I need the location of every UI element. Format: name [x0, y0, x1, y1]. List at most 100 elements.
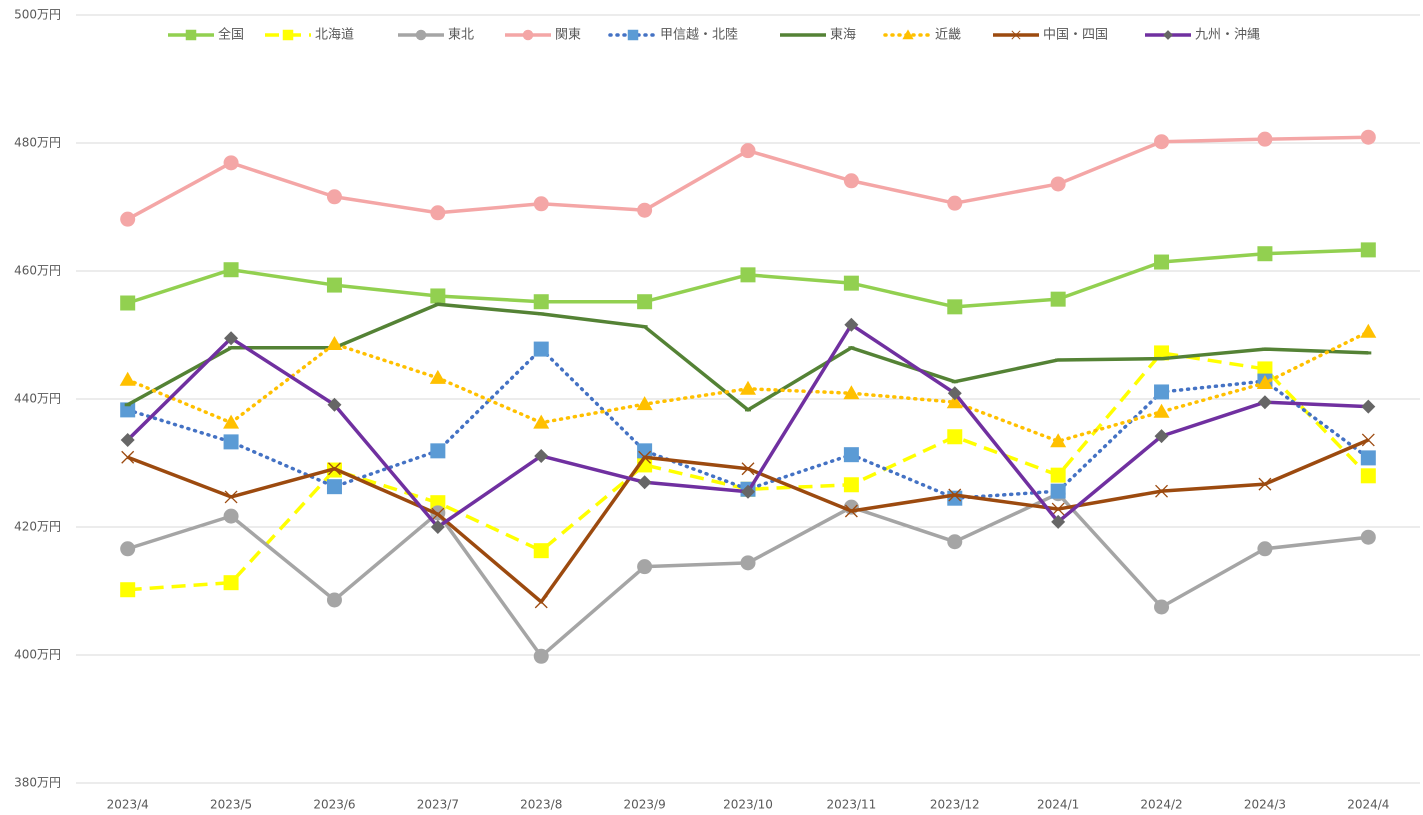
marker — [947, 534, 963, 550]
marker — [534, 595, 548, 609]
marker — [741, 462, 755, 476]
marker — [224, 490, 238, 504]
marker — [745, 408, 751, 412]
marker — [1050, 291, 1066, 307]
legend-marker — [282, 29, 294, 41]
marker — [843, 173, 859, 189]
marker — [533, 414, 550, 429]
series — [120, 341, 1376, 506]
marker — [843, 477, 859, 493]
legend-label: 北海道 — [315, 28, 354, 43]
x-tick-label: 2024/3 — [1244, 798, 1286, 812]
marker — [223, 434, 239, 450]
y-tick-label: 440万円 — [14, 392, 61, 406]
marker — [740, 555, 756, 571]
series — [119, 323, 1377, 448]
marker — [328, 462, 341, 476]
marker — [228, 346, 235, 350]
legend-entry: 中国・四国 — [993, 28, 1108, 43]
legend-marker — [902, 29, 914, 40]
marker — [843, 275, 859, 291]
x-tick-label: 2023/11 — [826, 798, 876, 812]
marker — [223, 508, 239, 524]
legend-entry: 関東 — [505, 27, 581, 43]
legend-label: 関東 — [555, 27, 581, 43]
series — [120, 345, 1376, 598]
y-tick-label: 380万円 — [14, 776, 61, 790]
marker — [1155, 484, 1168, 498]
marker — [1154, 254, 1170, 270]
legend-label: 東北 — [448, 27, 474, 43]
marker — [740, 143, 756, 159]
marker — [1154, 134, 1170, 150]
marker — [844, 317, 859, 332]
marker — [1361, 399, 1376, 414]
legend-entry: 甲信越・北陸 — [608, 27, 738, 43]
marker — [538, 312, 545, 316]
marker — [120, 295, 136, 311]
marker — [533, 648, 549, 664]
series — [121, 433, 1375, 609]
x-tick-label: 2023/9 — [624, 798, 666, 812]
marker — [120, 402, 136, 418]
x-tick-label: 2023/5 — [210, 798, 252, 812]
marker — [124, 403, 131, 407]
x-tick-label: 2024/1 — [1037, 798, 1079, 812]
marker — [533, 294, 549, 310]
marker — [1258, 477, 1272, 491]
marker — [429, 369, 446, 384]
marker — [120, 541, 136, 557]
y-tick-label: 500万円 — [14, 8, 61, 22]
series — [120, 317, 1376, 534]
legend-entry: 北海道 — [265, 28, 354, 43]
legend-entry: 近畿 — [883, 28, 961, 43]
legend-entry: 九州・沖縄 — [1145, 28, 1260, 43]
marker — [120, 582, 136, 598]
marker — [1158, 357, 1165, 361]
marker — [326, 335, 343, 350]
marker — [947, 490, 963, 506]
series-line — [127, 491, 1369, 659]
legend-label: 九州・沖縄 — [1195, 28, 1260, 43]
marker — [326, 479, 342, 495]
marker — [637, 475, 652, 490]
series — [120, 242, 1376, 315]
marker — [948, 488, 962, 502]
y-tick-label: 460万円 — [14, 264, 61, 278]
series — [120, 129, 1376, 227]
marker — [1257, 361, 1273, 377]
marker — [947, 299, 963, 315]
legend-marker — [415, 29, 427, 41]
legend-entry: 東海 — [780, 27, 856, 43]
marker — [1257, 395, 1272, 410]
legend-entry: 全国 — [168, 27, 244, 43]
x-tick-label: 2023/7 — [417, 798, 459, 812]
marker — [223, 155, 239, 171]
marker — [223, 575, 239, 591]
marker — [951, 380, 958, 384]
legend-label: 甲信越・北陸 — [660, 27, 738, 43]
marker — [843, 447, 859, 463]
legend-label: 近畿 — [935, 28, 961, 43]
marker — [1257, 246, 1273, 262]
x-tick-label: 2023/12 — [930, 798, 980, 812]
marker — [1050, 467, 1066, 483]
marker — [1154, 429, 1169, 444]
x-tick-label: 2023/8 — [520, 798, 562, 812]
marker — [946, 394, 963, 409]
marker — [637, 294, 653, 310]
legend-marker — [185, 29, 197, 41]
x-tick-label: 2023/10 — [723, 798, 773, 812]
marker — [1153, 403, 1170, 418]
marker — [843, 385, 860, 400]
marker — [533, 341, 549, 357]
marker — [430, 520, 445, 534]
marker — [947, 429, 963, 445]
marker — [637, 559, 653, 575]
series-line — [127, 438, 1369, 604]
marker — [844, 504, 858, 518]
marker — [740, 267, 756, 283]
marker — [1360, 468, 1376, 484]
marker — [1360, 242, 1376, 258]
